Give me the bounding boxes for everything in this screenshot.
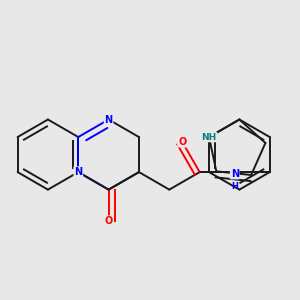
Text: N: N xyxy=(105,115,113,124)
Text: N: N xyxy=(74,167,82,177)
Text: N: N xyxy=(231,169,239,178)
Text: H: H xyxy=(231,182,238,191)
Text: NH: NH xyxy=(201,133,217,142)
Text: O: O xyxy=(178,137,186,147)
Text: O: O xyxy=(104,216,113,226)
